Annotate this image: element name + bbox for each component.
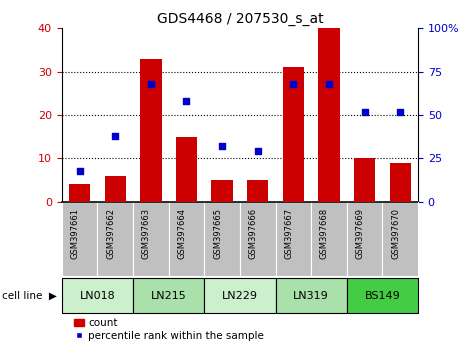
Point [76,168,84,173]
Text: GSM397670: GSM397670 [391,208,400,259]
Bar [382,202,418,276]
Point [218,143,226,149]
Bar [390,163,411,202]
Bar [311,202,347,276]
Bar [347,202,382,276]
Bar [176,137,197,202]
Text: GSM397661: GSM397661 [71,208,80,259]
Text: GSM397668: GSM397668 [320,208,329,259]
Bar [133,278,204,313]
Point [254,149,261,154]
Bar [247,180,268,202]
Point [325,81,332,87]
Text: LN018: LN018 [79,291,115,301]
Point [111,133,119,139]
Text: GSM397669: GSM397669 [356,208,365,259]
Bar [318,28,340,202]
Bar [240,202,276,276]
Point [147,81,155,87]
Point [396,109,404,114]
Bar [347,278,418,313]
Text: LN319: LN319 [293,291,329,301]
Bar [140,59,162,202]
Text: GSM397662: GSM397662 [106,208,115,259]
Text: GSM397667: GSM397667 [285,208,293,259]
Text: GSM397664: GSM397664 [178,208,186,259]
Bar [133,202,169,276]
Bar [354,159,375,202]
Bar [204,278,276,313]
Bar [104,176,126,202]
Bar [276,278,347,313]
Legend: count, percentile rank within the sample: count, percentile rank within the sample [74,319,264,341]
Bar [69,184,90,202]
Bar [62,278,133,313]
Bar [62,202,97,276]
Text: LN215: LN215 [151,291,187,301]
Point [182,98,190,104]
Text: GSM397663: GSM397663 [142,208,151,259]
Bar [204,202,240,276]
Text: BS149: BS149 [364,291,400,301]
Title: GDS4468 / 207530_s_at: GDS4468 / 207530_s_at [157,12,323,26]
Bar [283,67,304,202]
Text: GSM397665: GSM397665 [213,208,222,259]
Text: GSM397666: GSM397666 [249,208,257,259]
Bar [276,202,311,276]
Text: LN229: LN229 [222,291,258,301]
Text: cell line  ▶: cell line ▶ [2,291,57,301]
Point [289,81,297,87]
Bar [211,180,233,202]
Bar [97,202,133,276]
Bar [169,202,204,276]
Point [361,109,369,114]
